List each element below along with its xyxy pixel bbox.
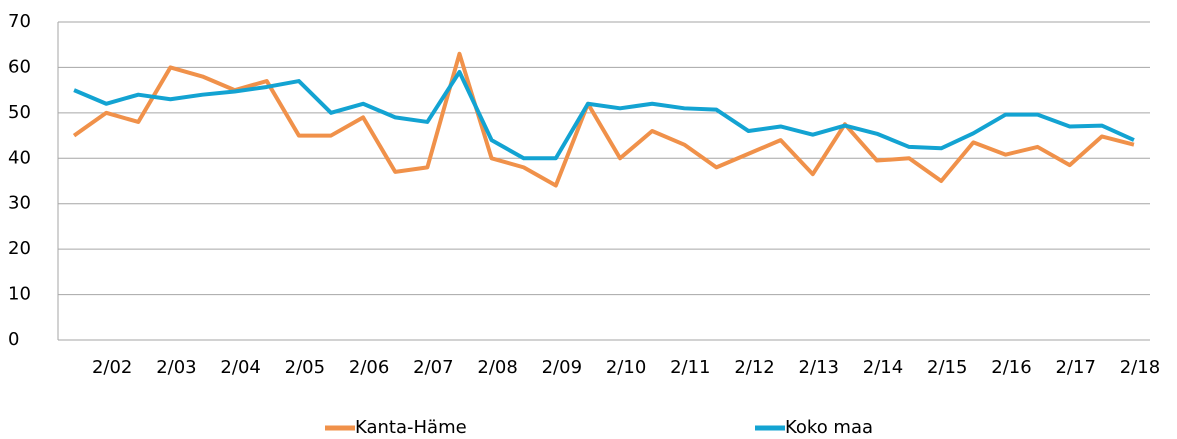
y-tick-label: 70: [8, 11, 31, 32]
x-tick-label: 2/09: [542, 357, 582, 378]
y-tick-label: 0: [8, 329, 19, 350]
x-tick-label: 2/15: [927, 357, 967, 378]
x-tick-label: 2/16: [991, 357, 1031, 378]
x-tick-label: 2/08: [477, 357, 517, 378]
line-series: [73, 69, 1135, 161]
y-tick-label: 30: [8, 193, 31, 214]
x-tick-label: 2/07: [413, 357, 453, 378]
x-tick-label: 2/17: [1055, 357, 1095, 378]
line-series: [72, 51, 1135, 188]
x-tick-label: 2/06: [349, 357, 389, 378]
x-tick-label: 2/13: [799, 357, 839, 378]
x-tick-label: 2/14: [863, 357, 903, 378]
x-tick-label: 2/10: [606, 357, 646, 378]
y-tick-label: 50: [8, 102, 31, 123]
y-tick-label: 60: [8, 56, 31, 77]
x-tick-label: 2/18: [1120, 357, 1160, 378]
x-tick-label: 2/05: [285, 357, 325, 378]
y-tick-label: 40: [8, 147, 31, 168]
y-tick-label: 20: [8, 238, 31, 259]
x-tick-label: 2/04: [220, 357, 260, 378]
x-tick-label: 2/11: [670, 357, 710, 378]
y-tick-label: 10: [8, 284, 31, 305]
x-tick-label: 2/02: [92, 357, 132, 378]
legend-label: Kanta-Häme: [355, 417, 467, 438]
x-tick-label: 2/03: [156, 357, 196, 378]
legend-label: Koko maa: [785, 417, 873, 438]
x-tick-label: 2/12: [734, 357, 774, 378]
